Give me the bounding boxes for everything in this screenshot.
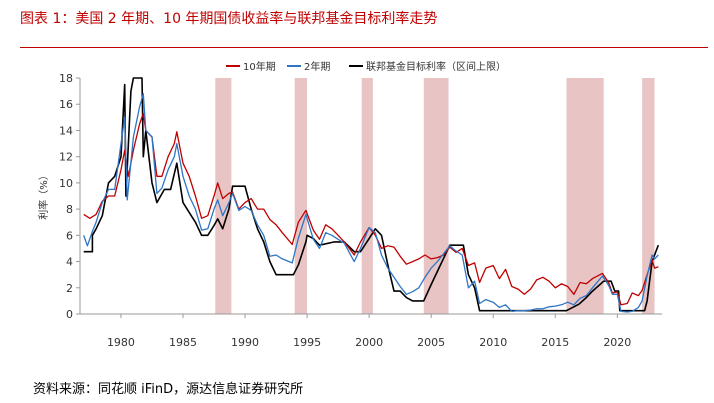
y-tick-label: 2 [66,282,73,295]
series-line-0 [83,112,659,306]
x-tick-label: 1980 [107,336,135,349]
x-tick-label: 2010 [479,336,507,349]
recession-band-0 [215,78,232,314]
series-line-1 [83,93,659,313]
y-tick-label: 4 [66,256,73,269]
legend-label-2: 联邦基金目标利率（区间上限） [366,60,506,73]
x-tick-label: 2000 [355,336,383,349]
y-tick-label: 0 [66,308,73,321]
x-tick-label: 2015 [541,336,569,349]
x-tick-label: 2005 [417,336,445,349]
axes: 0 2 4 6 8 10 12 14 16 18 1980 1985 1990 1995 2000 2005 2… [59,72,662,349]
x-tick-label: 1990 [231,336,259,349]
y-tick-label: 16 [59,98,73,111]
y-tick-label: 10 [59,177,73,190]
x-tick-label: 2020 [603,336,631,349]
y-tick-label: 6 [66,229,73,242]
recession-band-2 [361,78,373,314]
y-tick-label: 14 [59,124,73,137]
series-line-2 [83,77,660,312]
x-tick-label: 1995 [293,336,321,349]
y-tick-label: 8 [66,203,73,216]
source-note: 资料来源：同花顺 iFinD，源达信息证券研究所 [33,382,304,397]
legend: 10年期 2年期 联邦基金目标利率（区间上限） [226,60,506,73]
y-tick-label: 18 [59,72,73,85]
recession-band-5 [642,78,655,314]
legend-label-0: 10年期 [243,60,276,73]
series-lines [83,77,660,313]
legend-label-1: 2年期 [304,60,330,73]
title-rule [20,47,708,48]
rates-line-chart: 0 2 4 6 8 10 12 14 16 18 1980 1985 1990 1995 2000 2005 2… [37,60,662,349]
recession-band-4 [566,78,604,314]
x-tick-label: 1985 [169,336,197,349]
y-axis-label: 利率（%） [37,170,50,220]
recession-bands [215,78,655,314]
y-tick-label: 12 [59,151,73,164]
figure-title: 图表 1：美国 2 年期、10 年期国债收益率与联邦基金目标利率走势 [20,11,438,27]
recession-band-1 [294,78,308,314]
recession-band-3 [423,78,449,314]
